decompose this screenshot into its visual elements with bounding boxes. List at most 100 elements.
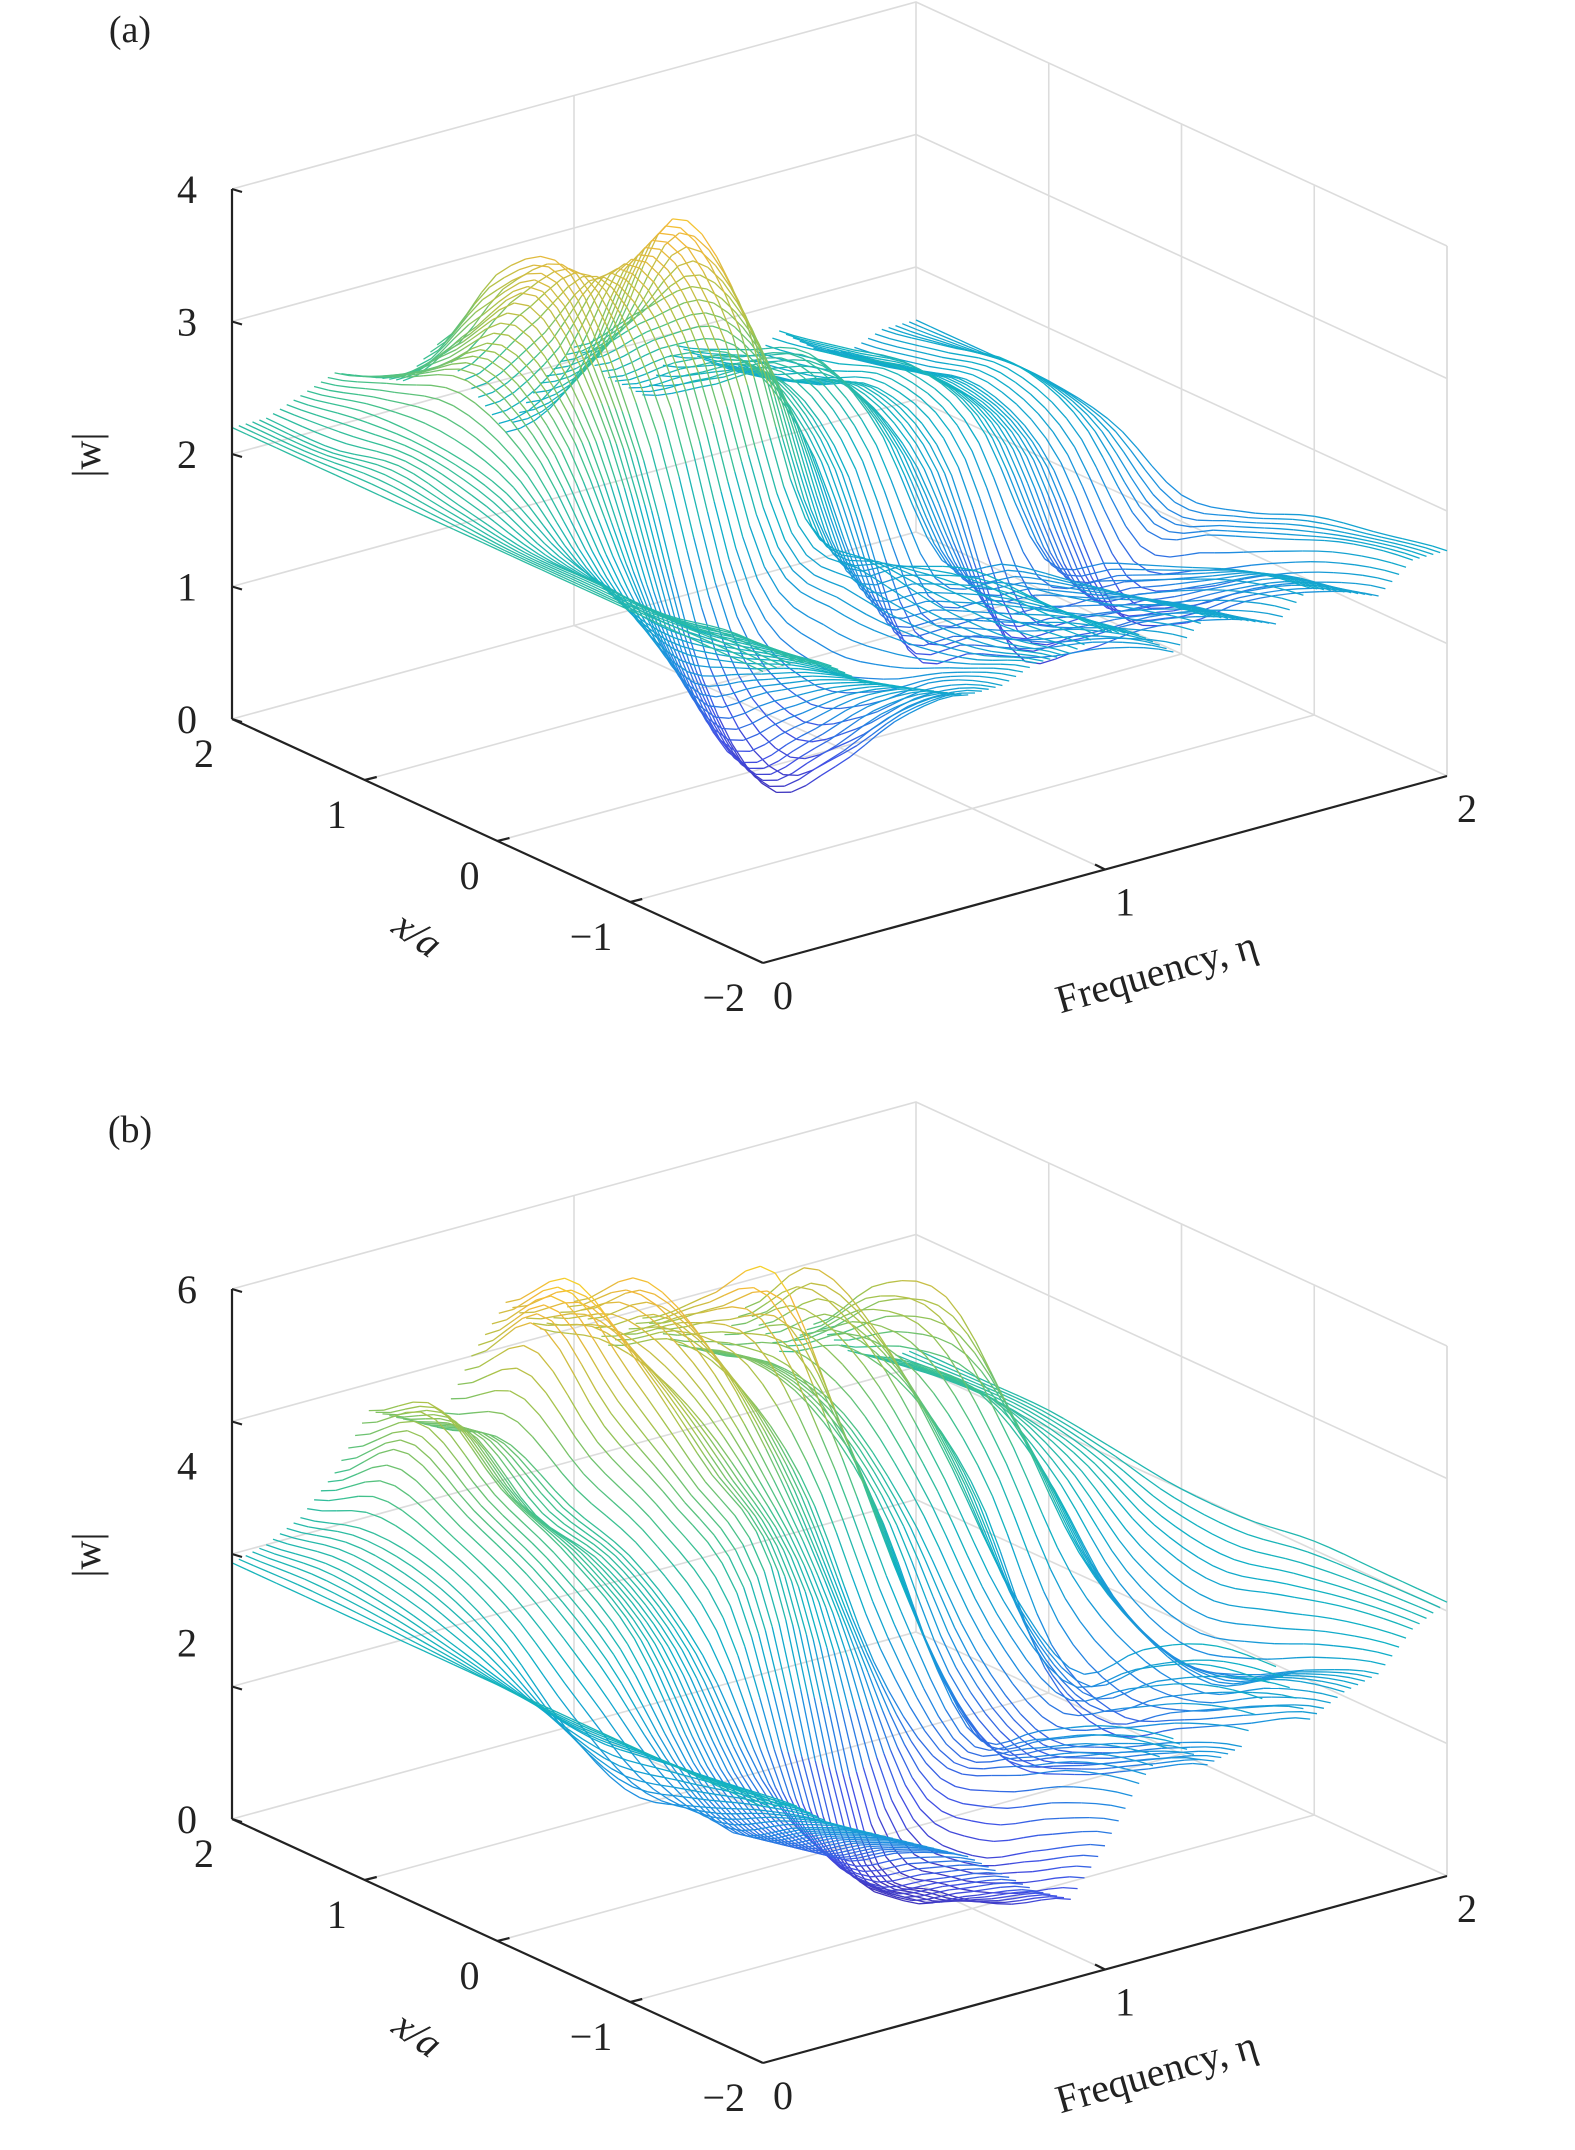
mesh-segment (909, 1297, 925, 1306)
mesh-segment (778, 657, 794, 662)
mesh-segment (1170, 1614, 1187, 1627)
mesh-segment (1097, 601, 1113, 606)
mesh-segment (835, 352, 851, 358)
mesh-segment (1234, 525, 1250, 528)
mesh-segment (566, 565, 583, 576)
mesh-segment (1402, 1581, 1418, 1590)
mesh-segment (1059, 576, 1075, 583)
mesh-segment (1284, 1530, 1300, 1537)
mesh-segment (895, 1499, 912, 1528)
mesh-segment (459, 303, 476, 325)
mesh-segment (328, 389, 344, 394)
mesh-segment (1237, 590, 1253, 594)
mesh-segment (1109, 1478, 1126, 1496)
mesh-segment (1038, 610, 1055, 618)
mesh-segment (1202, 619, 1218, 622)
mesh-segment (580, 568, 596, 580)
mesh-segment (660, 275, 677, 300)
mesh-segment (1046, 466, 1063, 503)
mesh-segment (1250, 536, 1266, 539)
mesh-segment (1040, 629, 1056, 636)
mesh-segment (1168, 602, 1185, 607)
mesh-segment (957, 1475, 974, 1510)
mesh-segment (872, 362, 888, 368)
mesh-segment (253, 431, 269, 440)
mesh-segment (617, 527, 634, 572)
mesh-segment (871, 1401, 888, 1425)
mesh-segment (1367, 1595, 1383, 1602)
mesh-segment (499, 497, 516, 513)
mesh-segment (595, 440, 612, 485)
mesh-segment (815, 471, 832, 518)
mesh-segment (837, 714, 853, 726)
mesh-segment (1344, 531, 1360, 537)
mesh-segment (978, 1503, 995, 1542)
mesh-segment (318, 446, 334, 454)
mesh-segment (591, 550, 608, 579)
mesh-segment (883, 1358, 899, 1362)
mesh-segment (1170, 604, 1186, 609)
mesh-segment (1168, 530, 1184, 534)
mesh-segment (731, 335, 749, 386)
mesh-segment (950, 374, 966, 380)
mesh-segment (645, 621, 661, 632)
mesh-segment (858, 710, 875, 721)
mesh-segment (972, 679, 988, 684)
mesh-segment (897, 346, 913, 352)
mesh-segment (946, 1354, 963, 1379)
mesh-segment (1197, 575, 1213, 578)
mesh-segment (893, 576, 909, 588)
mesh-segment (1072, 411, 1089, 432)
mesh-segment (1281, 1694, 1297, 1699)
mesh-segment (866, 356, 882, 360)
mesh-segment (577, 583, 594, 592)
mesh-segment (1072, 1644, 1089, 1664)
mesh-segment (974, 612, 990, 621)
mesh-segment (824, 386, 841, 405)
mesh-segment (1329, 1571, 1346, 1579)
mesh-segment (1264, 572, 1280, 577)
mesh-segment (759, 348, 776, 397)
mesh-segment (495, 264, 512, 276)
mesh-segment (527, 285, 543, 293)
mesh-segment (766, 689, 782, 694)
mesh-segment (703, 657, 719, 661)
mesh-segment (975, 632, 991, 640)
mesh-segment (678, 260, 694, 267)
mesh-segment (571, 333, 588, 367)
mesh-segment (699, 705, 716, 718)
mesh-segment (403, 427, 419, 436)
mesh-segment (472, 514, 488, 526)
mesh-segment (756, 1361, 773, 1371)
mesh-segment (781, 729, 798, 740)
mesh-segment (1172, 1643, 1188, 1646)
xa-tick-label: 1 (327, 792, 347, 837)
mesh-segment (832, 685, 848, 689)
mesh-segment (657, 378, 674, 385)
mesh-segment (671, 389, 687, 395)
mesh-segment (986, 381, 1003, 393)
mesh-segment (709, 684, 724, 688)
mesh-segment (852, 640, 868, 647)
mesh-segment (440, 455, 457, 466)
mesh-segment (956, 1380, 972, 1389)
mesh-segment (904, 689, 920, 692)
mesh-segment (1198, 1717, 1214, 1721)
mesh-segment (1336, 587, 1352, 594)
mesh-segment (1004, 428, 1021, 454)
mesh-segment (870, 1349, 887, 1372)
mesh-segment (540, 393, 556, 401)
mesh-segment (1081, 1502, 1098, 1528)
mesh-segment (771, 605, 788, 624)
mesh-segment (1066, 1454, 1082, 1472)
mesh-segment (591, 342, 608, 364)
mesh-segment (920, 397, 937, 413)
mesh-segment (898, 531, 915, 570)
mesh-segment (1377, 577, 1393, 583)
mesh-segment (559, 563, 576, 573)
mesh-segment (581, 278, 597, 297)
mesh-segment (775, 1304, 791, 1310)
mesh-segment (1062, 643, 1078, 650)
mesh-segment (904, 592, 920, 598)
mesh-segment (358, 393, 374, 398)
